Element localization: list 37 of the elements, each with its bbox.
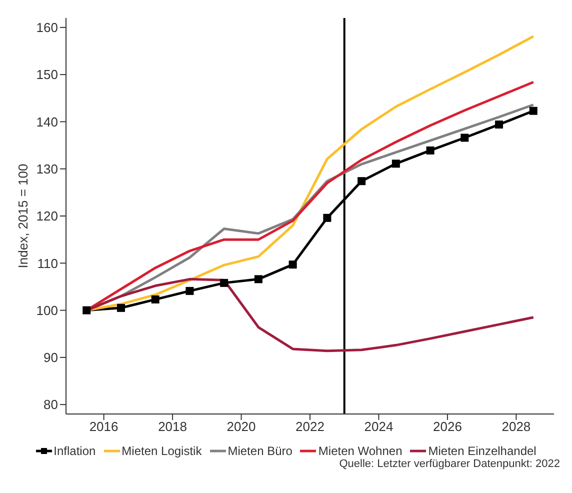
y-tick-label: 100 — [36, 302, 58, 318]
x-tick-label: 2026 — [433, 419, 462, 434]
point — [186, 286, 194, 295]
point — [220, 278, 228, 287]
point — [358, 177, 366, 186]
x-tick-label: 2024 — [364, 419, 394, 434]
point — [288, 260, 297, 269]
point — [254, 275, 262, 284]
point — [116, 304, 125, 312]
point — [151, 295, 160, 304]
legend-label: Mieten Einzelhandel — [427, 444, 536, 458]
x-tick-label: 2022 — [296, 419, 324, 434]
legend-label: Mieten Logistik — [120, 444, 202, 458]
point — [426, 146, 434, 154]
y-tick-label: 110 — [37, 256, 58, 271]
legend-label: Mieten Wohnen — [317, 444, 402, 458]
point — [460, 134, 469, 142]
source-note: Quelle: Letzter verfügbarer Datenpunkt: 2022 — [338, 458, 561, 470]
y-tick-label: 120 — [36, 208, 58, 224]
point — [529, 106, 538, 115]
point — [323, 214, 332, 222]
y-tick-label: 90 — [44, 350, 58, 366]
legend-label: Inflation — [52, 444, 96, 458]
x-tick-label: 2016 — [89, 419, 118, 434]
x-tick-label: 2028 — [502, 419, 531, 434]
y-tick-label: 140 — [36, 114, 58, 130]
y-tick-label: 160 — [36, 20, 58, 36]
point — [392, 160, 400, 168]
x-tick-label: 2018 — [158, 419, 187, 434]
point — [82, 306, 91, 314]
y-tick-label: 150 — [36, 67, 58, 82]
x-tick-label: 2020 — [226, 419, 256, 434]
point — [495, 120, 504, 129]
legend-label: Mieten Büro — [226, 444, 292, 458]
y-axis-title: Index, 2015 = 100 — [16, 164, 31, 268]
y-tick-label: 130 — [36, 161, 58, 176]
y-tick-label: 80 — [44, 397, 58, 412]
